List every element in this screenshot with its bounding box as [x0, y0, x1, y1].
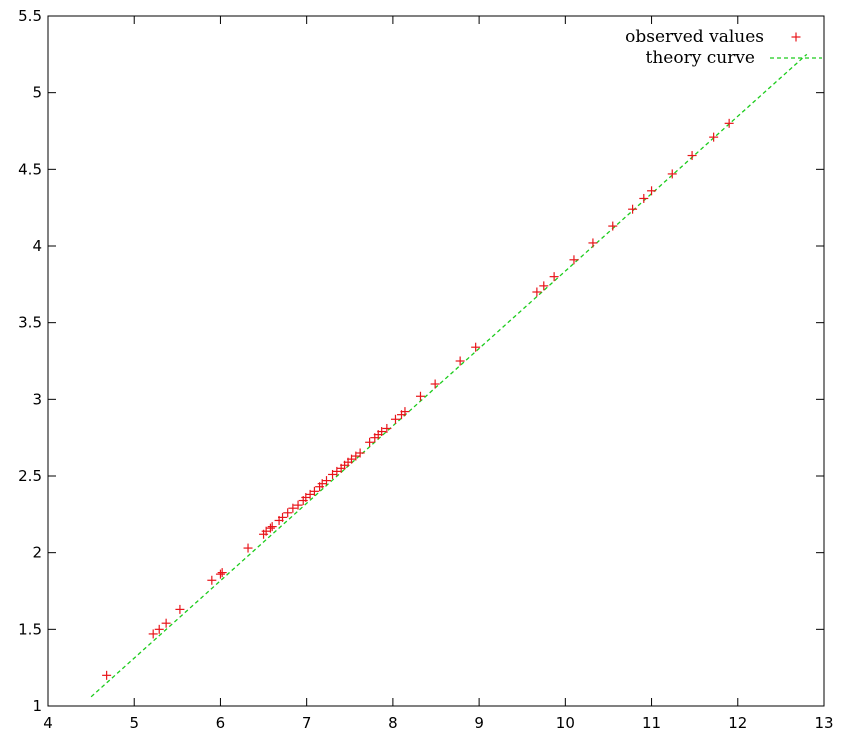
x-tick-label: 13: [814, 714, 833, 732]
y-tick-label: 2.5: [18, 467, 42, 485]
plot-border: [47, 15, 825, 707]
y-tick-label: 2: [32, 544, 42, 562]
observed-point: [455, 356, 465, 366]
observed-point: [415, 391, 425, 401]
x-tick-label: 10: [556, 714, 575, 732]
x-tick-label: 4: [43, 714, 53, 732]
observed-point: [243, 543, 253, 553]
observed-point: [588, 238, 598, 248]
observed-point: [148, 629, 158, 639]
observed-point: [154, 624, 164, 634]
y-tick-label: 3: [32, 390, 42, 408]
observed-point: [217, 568, 227, 578]
x-tick-label: 8: [388, 714, 398, 732]
y-tick-label: 3.5: [18, 314, 42, 332]
x-tick-label: 6: [216, 714, 226, 732]
observed-point: [365, 437, 375, 447]
observed-point: [569, 255, 579, 265]
x-tick-label: 7: [302, 714, 312, 732]
observed-point: [539, 281, 549, 291]
tick-labels: 4 5 6 7 8 9 10 11 12 13 1 1.5 2 2.5 3 3.5 4 4.5 5 5.5: [18, 7, 833, 732]
observed-point: [293, 500, 303, 510]
observed-point: [608, 221, 618, 231]
x-tick-label: 11: [642, 714, 661, 732]
observed-point: [265, 523, 275, 533]
observed-point: [471, 342, 481, 352]
observed-point: [724, 118, 734, 128]
axes-frame: [47, 15, 825, 707]
observed-point: [207, 575, 217, 585]
observed-point: [355, 448, 365, 458]
observed-point: [647, 186, 657, 196]
observed-point: [532, 287, 542, 297]
observed-point: [430, 379, 440, 389]
observed-point: [639, 193, 649, 203]
tick-marks: [47, 15, 825, 707]
observed-point: [283, 508, 293, 518]
observed-values-points: [102, 118, 734, 680]
observed-point: [709, 132, 719, 142]
observed-point: [102, 670, 112, 680]
observed-point: [321, 476, 331, 486]
observed-point: [667, 169, 677, 179]
observed-point: [161, 618, 171, 628]
y-tick-label: 4.5: [18, 160, 42, 178]
y-tick-label: 5: [32, 84, 42, 102]
observed-point: [288, 503, 298, 513]
observed-point: [175, 604, 185, 614]
theory-curve-line: [90, 53, 808, 698]
observed-point: [215, 569, 225, 579]
legend-label-theory: theory curve: [646, 48, 755, 68]
legend-marker-observed: [791, 32, 801, 42]
observed-point: [549, 272, 559, 282]
y-tick-label: 1: [32, 697, 42, 715]
x-tick-label: 5: [129, 714, 139, 732]
observed-point: [377, 427, 387, 437]
observed-point: [309, 486, 319, 496]
observed-point: [390, 414, 400, 424]
theory-curve-path: [90, 53, 808, 698]
observed-point: [382, 423, 392, 433]
y-tick-label: 1.5: [18, 620, 42, 638]
observed-point: [267, 522, 277, 532]
y-tick-label: 4: [32, 237, 42, 255]
legend-label-observed: observed values: [625, 27, 764, 47]
observed-point: [628, 204, 638, 214]
observed-point: [400, 407, 410, 417]
y-tick-label: 5.5: [18, 7, 42, 25]
x-tick-label: 9: [474, 714, 484, 732]
x-tick-label: 12: [728, 714, 747, 732]
observed-point: [687, 151, 697, 161]
observed-point: [278, 512, 288, 522]
